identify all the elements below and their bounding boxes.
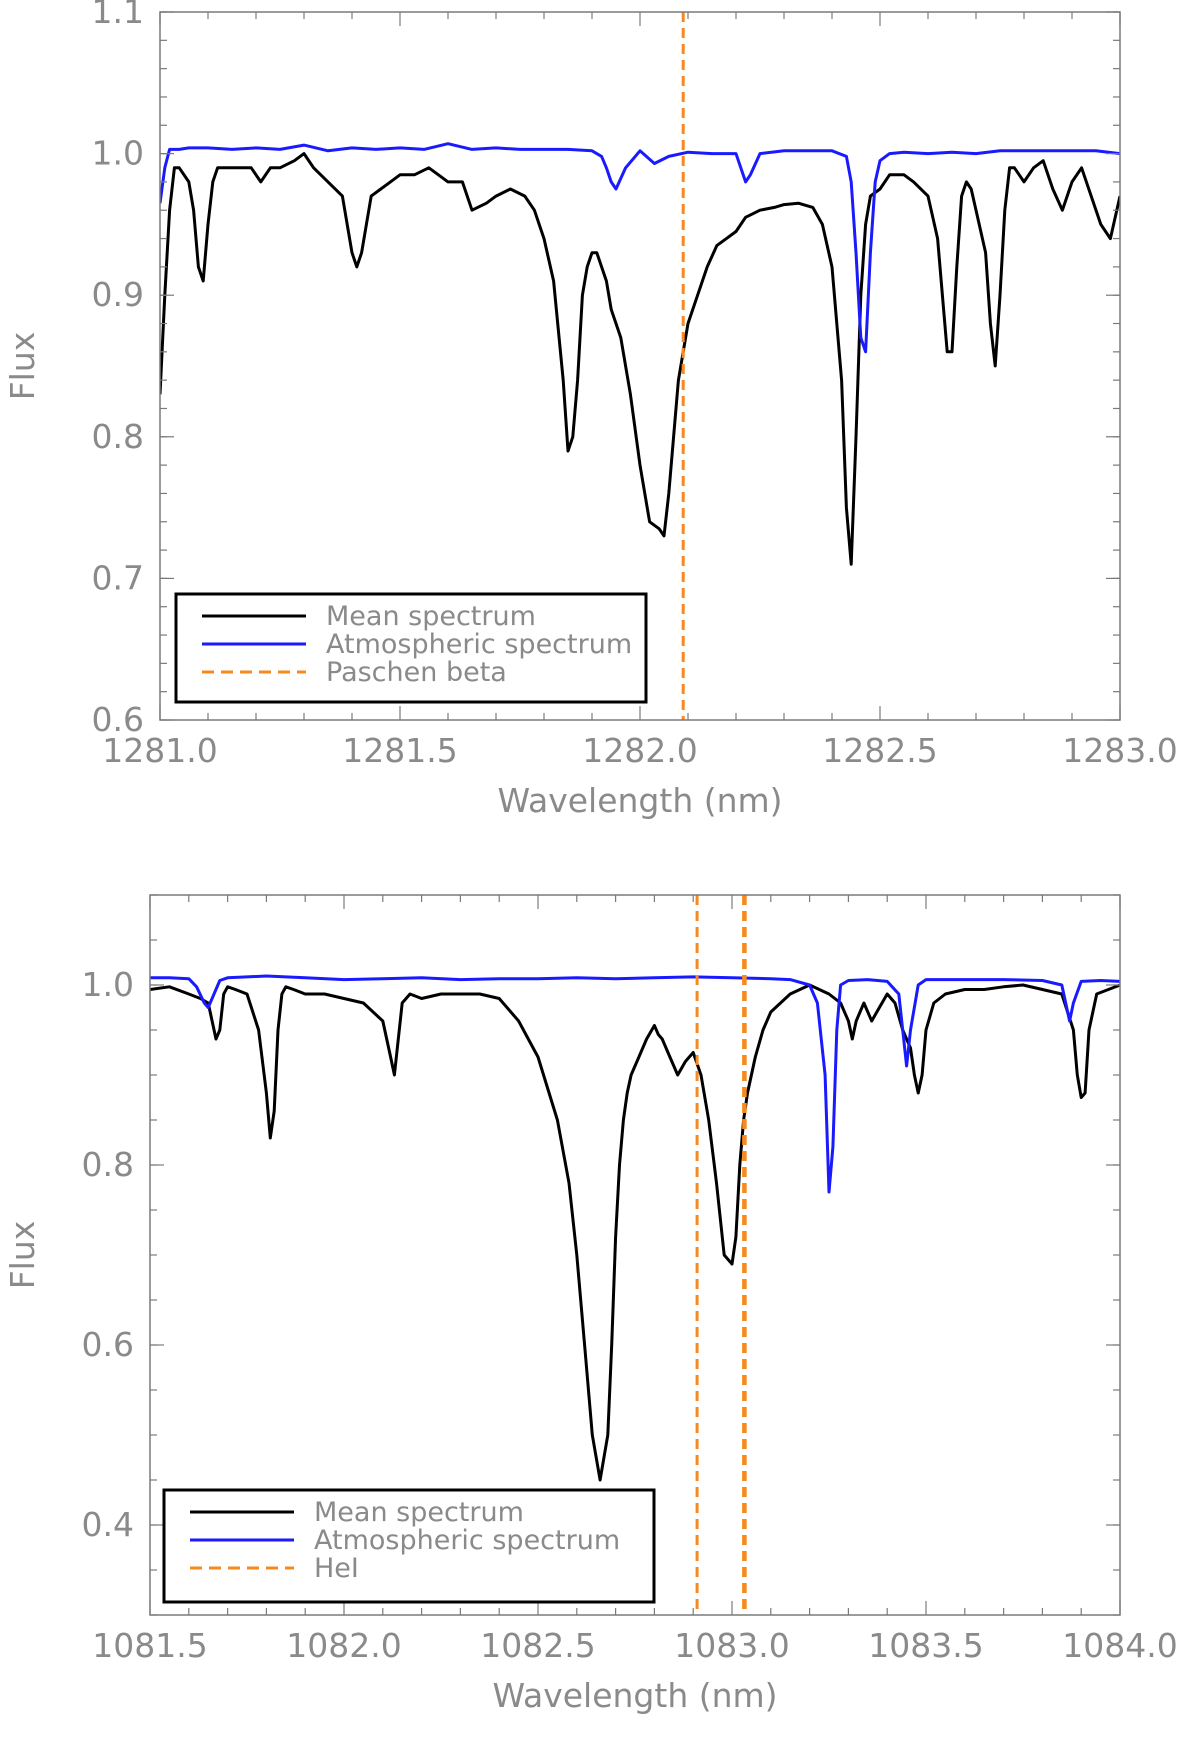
- y-tick-label: 0.6: [82, 1325, 134, 1364]
- x-tick-label: 1084.0: [1062, 1626, 1177, 1665]
- y-tick-label: 0.6: [92, 700, 144, 739]
- legend-entry: Atmospheric spectrum: [314, 1525, 620, 1556]
- y-tick-label: 0.4: [82, 1505, 134, 1544]
- x-tick-label: 1081.5: [92, 1626, 207, 1665]
- x-axis-title: Wavelength (nm): [497, 781, 782, 820]
- legend-entry: Mean spectrum: [314, 1497, 524, 1528]
- y-tick-label: 1.1: [92, 0, 144, 31]
- series-line-mean-spectrum: [160, 152, 1120, 566]
- series-line-atmospheric-spectrum: [150, 974, 1120, 1194]
- x-tick-label: 1083.0: [674, 1626, 789, 1665]
- y-tick-label: 1.0: [82, 965, 134, 1004]
- y-tick-label: 0.9: [92, 275, 144, 314]
- x-tick-label: 1281.5: [342, 731, 457, 770]
- x-tick-label: 1281.0: [102, 731, 217, 770]
- legend-entry: Paschen beta: [326, 657, 507, 688]
- legend-box: [174, 592, 648, 704]
- y-tick-label: 1.0: [92, 134, 144, 173]
- legend-box: [162, 1488, 656, 1604]
- x-tick-label: 1082.5: [480, 1626, 595, 1665]
- x-axis-title: Wavelength (nm): [492, 1676, 777, 1715]
- x-tick-label: 1283.0: [1062, 731, 1177, 770]
- y-axis-title: Flux: [3, 332, 42, 401]
- x-tick-label: 1083.5: [868, 1626, 983, 1665]
- legend-entry: HeI: [314, 1553, 359, 1584]
- helium-panel: 1081.5 1082.0 1082.5 1083.0 1083.5 1084.0 0.4 0…: [3, 894, 1178, 1715]
- y-axis-title: Flux: [3, 1221, 42, 1290]
- x-tick-label: 1282.5: [822, 731, 937, 770]
- x-tick-label: 1282.0: [582, 731, 697, 770]
- paschen-beta-panel: 1281.0 1281.5 1282.0 1282.5 1283.0 0.6 0.7 0.8 0…: [3, 0, 1178, 820]
- plot-area: [150, 895, 1120, 1615]
- plot-area: [160, 12, 1120, 720]
- legend-entry: Atmospheric spectrum: [326, 629, 632, 660]
- y-tick-label: 0.8: [92, 417, 144, 456]
- y-tick-label: 0.7: [92, 558, 144, 597]
- series-line-atmospheric-spectrum: [160, 142, 1120, 354]
- legend-entry: Mean spectrum: [326, 601, 536, 632]
- x-tick-label: 1082.0: [286, 1626, 401, 1665]
- y-tick-label: 0.8: [82, 1145, 134, 1184]
- series-line-mean-spectrum: [150, 983, 1120, 1482]
